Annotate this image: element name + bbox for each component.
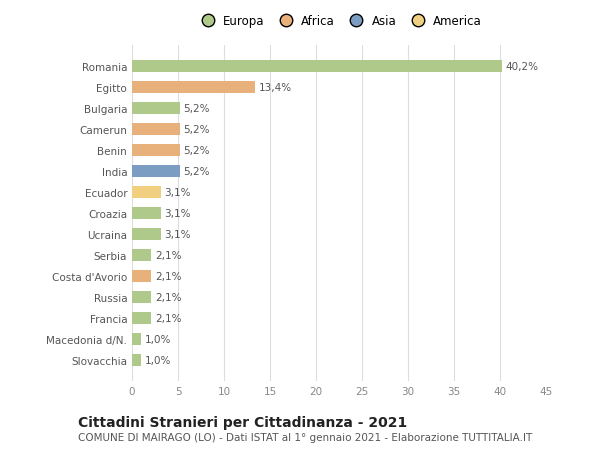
- Bar: [132, 270, 151, 282]
- Bar: [132, 229, 161, 240]
- Text: Cittadini Stranieri per Cittadinanza - 2021: Cittadini Stranieri per Cittadinanza - 2…: [78, 415, 407, 429]
- Text: 2,1%: 2,1%: [155, 271, 182, 281]
- Bar: [132, 124, 180, 135]
- Bar: [132, 354, 141, 366]
- Text: 5,2%: 5,2%: [184, 104, 210, 114]
- Text: 13,4%: 13,4%: [259, 83, 292, 93]
- Bar: [132, 103, 180, 114]
- Text: COMUNE DI MAIRAGO (LO) - Dati ISTAT al 1° gennaio 2021 - Elaborazione TUTTITALIA: COMUNE DI MAIRAGO (LO) - Dati ISTAT al 1…: [78, 432, 532, 442]
- Text: 1,0%: 1,0%: [145, 355, 171, 365]
- Bar: [132, 291, 151, 303]
- Bar: [132, 333, 141, 345]
- Bar: [132, 207, 161, 219]
- Text: 5,2%: 5,2%: [184, 146, 210, 156]
- Text: 5,2%: 5,2%: [184, 125, 210, 134]
- Bar: [132, 82, 255, 94]
- Bar: [132, 166, 180, 177]
- Text: 2,1%: 2,1%: [155, 313, 182, 323]
- Text: 2,1%: 2,1%: [155, 250, 182, 260]
- Legend: Europa, Africa, Asia, America: Europa, Africa, Asia, America: [196, 15, 482, 28]
- Bar: [132, 61, 502, 73]
- Text: 40,2%: 40,2%: [506, 62, 539, 72]
- Text: 5,2%: 5,2%: [184, 167, 210, 177]
- Bar: [132, 250, 151, 261]
- Text: 3,1%: 3,1%: [164, 188, 191, 197]
- Bar: [132, 145, 180, 157]
- Text: 3,1%: 3,1%: [164, 230, 191, 239]
- Text: 1,0%: 1,0%: [145, 334, 171, 344]
- Bar: [132, 187, 161, 198]
- Text: 3,1%: 3,1%: [164, 208, 191, 218]
- Bar: [132, 313, 151, 324]
- Text: 2,1%: 2,1%: [155, 292, 182, 302]
